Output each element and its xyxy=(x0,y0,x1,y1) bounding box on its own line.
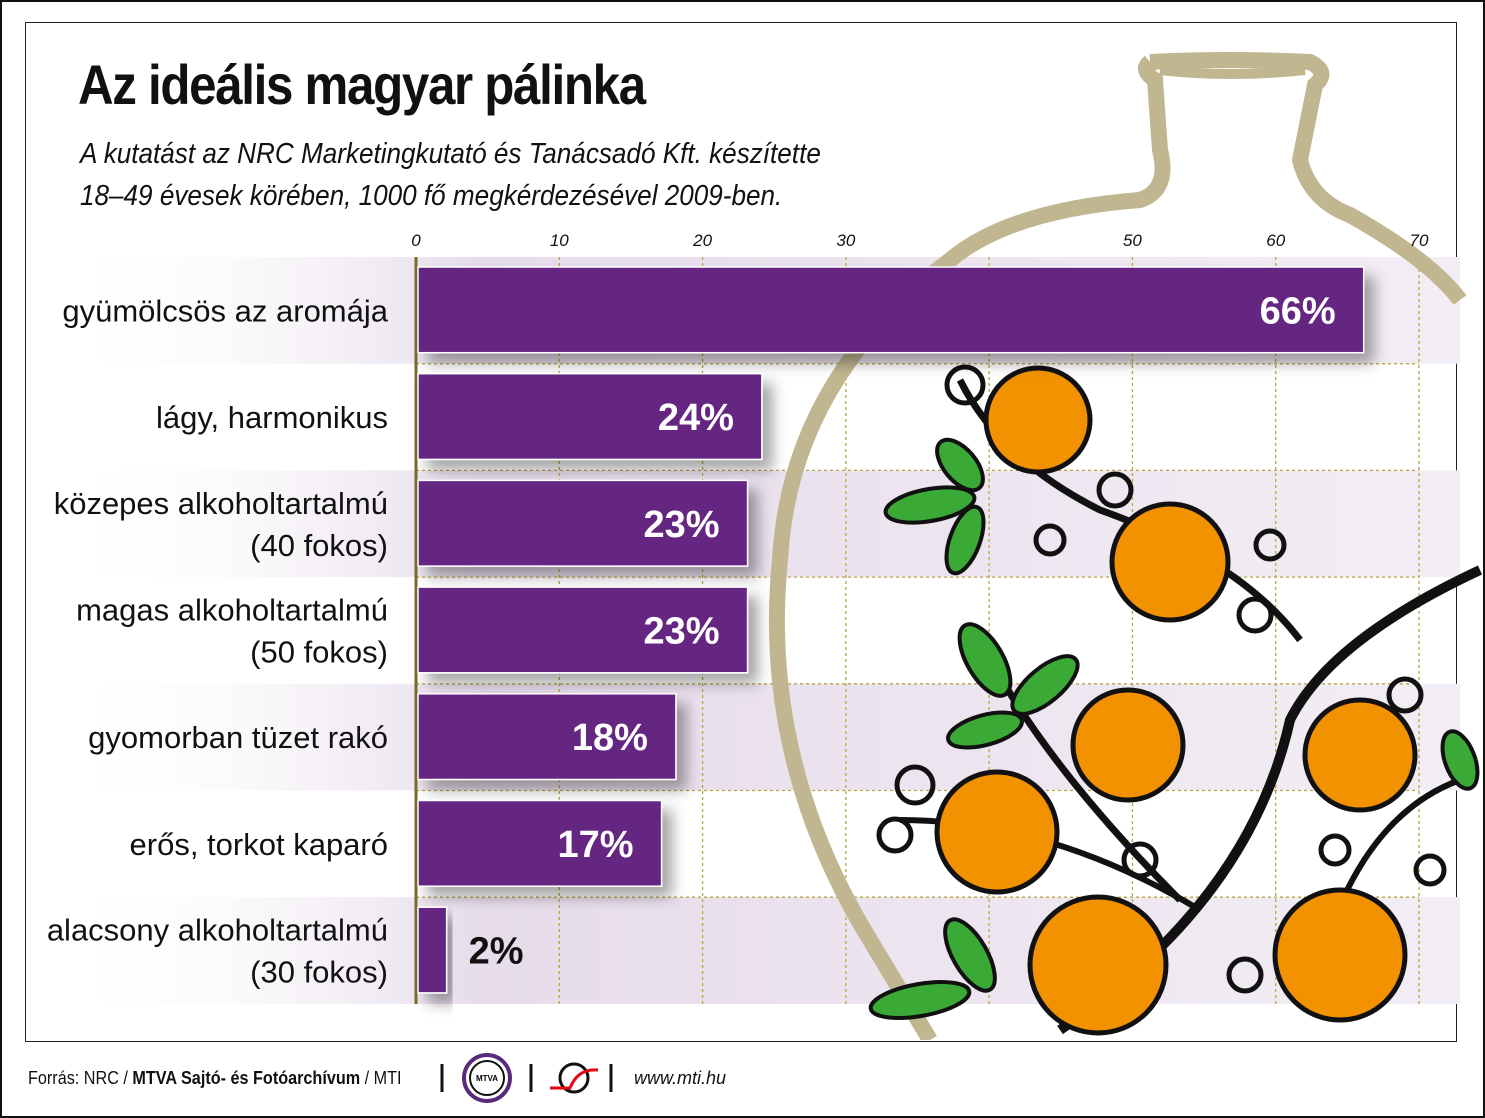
category-label: gyümölcsös az aromája xyxy=(62,293,388,328)
source-bold: MTVA Sajtó- és Fotóarchívum xyxy=(132,1068,361,1088)
chart-subtitle-line-2: 18–49 évesek körében, 1000 fő megkérdezé… xyxy=(80,180,783,212)
x-tick-label: 20 xyxy=(692,231,712,250)
row-band xyxy=(60,683,1460,791)
category-label: közepes alkoholtartalmú xyxy=(54,486,388,521)
category-label: (50 fokos) xyxy=(250,634,388,669)
data-label: 18% xyxy=(572,717,648,759)
data-label: 17% xyxy=(558,824,634,866)
x-tick-label: 10 xyxy=(550,231,569,250)
x-tick-label: 70 xyxy=(1410,231,1429,250)
mti-logo xyxy=(550,1062,599,1094)
bar xyxy=(417,906,448,994)
category-label: lágy, harmonikus xyxy=(156,400,388,435)
category-label: (40 fokos) xyxy=(250,528,388,563)
chart-subtitle-line-1: A kutatást az NRC Marketingkutató és Tan… xyxy=(80,138,821,170)
vase-illustration xyxy=(768,52,1467,1040)
data-label: 23% xyxy=(643,610,719,652)
bar xyxy=(417,693,677,781)
mtva-logo: MTVA xyxy=(462,1053,512,1103)
category-label: alacsony alkoholtartalmú xyxy=(47,913,388,948)
category-label: magas alkoholtartalmú xyxy=(76,592,388,627)
bar xyxy=(417,479,749,567)
website-link[interactable]: www.mti.hu xyxy=(634,1068,727,1088)
source-credit: Forrás: NRC / MTVA Sajtó- és Fotóarchívu… xyxy=(28,1068,402,1089)
category-label: gyomorban tüzet rakó xyxy=(88,720,388,755)
footer-logos: MTVA xyxy=(440,1053,613,1103)
bar xyxy=(417,372,763,461)
svg-text:MTVA: MTVA xyxy=(476,1074,498,1083)
row-band xyxy=(60,897,1460,1004)
bar xyxy=(417,799,663,887)
data-label: 66% xyxy=(1260,290,1336,332)
bar xyxy=(417,266,1365,354)
data-label: 2% xyxy=(469,931,524,973)
data-label: 24% xyxy=(658,397,734,439)
x-tick-label: 30 xyxy=(836,231,855,250)
chart-title: Az ideális magyar pálinka xyxy=(78,53,646,116)
x-tick-label: 50 xyxy=(1123,231,1142,250)
source-prefix: Forrás: NRC / xyxy=(28,1068,133,1088)
data-label: 23% xyxy=(643,504,719,546)
bar xyxy=(417,586,749,674)
category-label: erős, torkot kaparó xyxy=(130,827,388,862)
fruit-branch-illustration xyxy=(868,364,1483,1036)
x-tick-label: 60 xyxy=(1266,231,1285,250)
source-suffix: / MTI xyxy=(360,1068,402,1088)
category-label: (30 fokos) xyxy=(250,955,388,990)
x-tick-label: 0 xyxy=(411,231,421,250)
bar-chart: 0 10 20 30 50 60 70 gyümölcsös az aromája lágy,… xyxy=(47,52,1483,1040)
